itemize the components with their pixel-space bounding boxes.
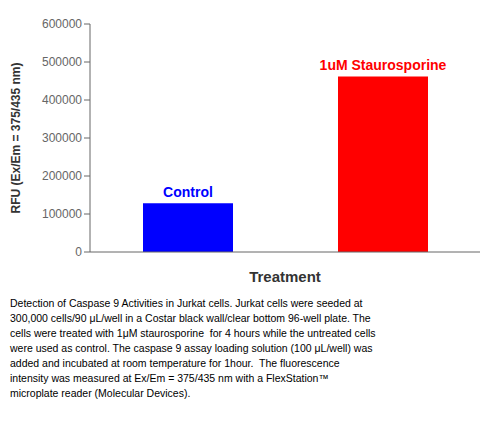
svg-text:Control: Control (163, 184, 213, 200)
svg-text:0: 0 (75, 245, 82, 259)
svg-text:Treatment: Treatment (249, 268, 321, 285)
svg-text:1uM Staurosporine: 1uM Staurosporine (320, 57, 447, 73)
svg-text:100000: 100000 (42, 207, 82, 221)
svg-text:200000: 200000 (42, 169, 82, 183)
svg-text:RFU (Ex/Em = 375/435 nm): RFU (Ex/Em = 375/435 nm) (9, 62, 23, 213)
svg-text:600000: 600000 (42, 17, 82, 31)
svg-text:500000: 500000 (42, 55, 82, 69)
svg-text:400000: 400000 (42, 93, 82, 107)
svg-text:300000: 300000 (42, 131, 82, 145)
html-text:Detection of Caspase 9 Activit: Detection of Caspase 9 Activities in Jur… (10, 297, 376, 399)
